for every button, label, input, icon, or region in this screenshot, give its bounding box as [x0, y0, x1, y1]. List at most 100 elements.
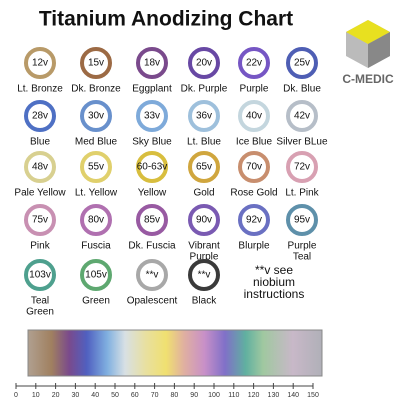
- ring-name: Black: [192, 296, 217, 307]
- ring-name: Lt. Bronze: [17, 84, 63, 95]
- ring-name: Purple: [240, 84, 269, 95]
- logo-text: C-MEDIC: [342, 72, 394, 86]
- voltage: 48v: [32, 162, 48, 173]
- ring: [136, 100, 168, 132]
- ring-name: Purple: [288, 241, 317, 252]
- ring-name: Ice Blue: [236, 137, 273, 148]
- voltage: 40v: [246, 111, 262, 122]
- ring-name: Gold: [193, 188, 214, 199]
- ring-name: Blurple: [238, 241, 270, 252]
- voltage: 30v: [88, 111, 104, 122]
- tick-label: 150: [307, 392, 319, 399]
- ring: [136, 47, 168, 79]
- ring: [24, 259, 56, 291]
- ring-name: Lt. Blue: [187, 137, 221, 148]
- ring: [80, 151, 112, 183]
- ring: [136, 259, 168, 291]
- title: Titanium Anodizing Chart: [39, 8, 293, 31]
- tick-label: 140: [287, 392, 299, 399]
- voltage: 65v: [196, 162, 212, 173]
- ring-name: Dk. Fuscia: [128, 241, 176, 252]
- ring: [238, 47, 270, 79]
- voltage: 72v: [294, 162, 310, 173]
- ring-name: Teal: [293, 252, 311, 263]
- voltage: 12v: [32, 58, 48, 69]
- ring: [80, 204, 112, 236]
- ring: [24, 204, 56, 236]
- ring: [80, 47, 112, 79]
- ring: [238, 204, 270, 236]
- ring-name: Rose Gold: [230, 188, 277, 199]
- ring-name: Eggplant: [132, 84, 172, 95]
- voltage: 90v: [196, 215, 212, 226]
- note: niobium: [253, 275, 295, 289]
- ring: [188, 259, 220, 291]
- note: **v see: [255, 263, 293, 277]
- color-spectrum: [27, 329, 323, 377]
- ring: [188, 100, 220, 132]
- ring: [24, 151, 56, 183]
- tick-label: 0: [14, 392, 18, 399]
- ring-name: Blue: [30, 137, 50, 148]
- ring-name: Opalescent: [127, 296, 178, 307]
- voltage: 85v: [144, 215, 160, 226]
- tick-label: 70: [151, 392, 159, 399]
- voltage: 95v: [294, 215, 310, 226]
- ring-name: Yellow: [138, 188, 167, 199]
- voltage: 103v: [29, 270, 51, 281]
- ring: [136, 204, 168, 236]
- ring: [238, 100, 270, 132]
- ring-name: Green: [26, 307, 54, 318]
- ring: [238, 151, 270, 183]
- tick-label: 50: [111, 392, 119, 399]
- voltage: 105v: [85, 270, 107, 281]
- tick-label: 80: [171, 392, 179, 399]
- voltage: 33v: [144, 111, 160, 122]
- note: instructions: [244, 287, 305, 301]
- ring-name: Fuscia: [81, 241, 111, 252]
- voltage: 80v: [88, 215, 104, 226]
- ring-name: Med Blue: [75, 137, 118, 148]
- tick-label: 10: [32, 392, 40, 399]
- ring-name: Sky Blue: [132, 137, 172, 148]
- ring: [286, 47, 318, 79]
- tick-label: 20: [52, 392, 60, 399]
- voltage: 28v: [32, 111, 48, 122]
- ring: [188, 47, 220, 79]
- voltage: **v: [198, 270, 211, 281]
- tick-label: 90: [190, 392, 198, 399]
- ring: [24, 100, 56, 132]
- ring-name: Teal: [31, 296, 49, 307]
- tick-label: 100: [208, 392, 220, 399]
- tick-label: 60: [131, 392, 139, 399]
- ring: [286, 100, 318, 132]
- ring: [188, 204, 220, 236]
- voltage: 36v: [196, 111, 212, 122]
- tick-label: 130: [268, 392, 280, 399]
- tick-label: 40: [91, 392, 99, 399]
- ring: [188, 151, 220, 183]
- ring-name: Dk. Blue: [283, 84, 321, 95]
- ring-name: Vibrant: [188, 241, 220, 252]
- ring-name: Dk. Bronze: [71, 84, 121, 95]
- ring-name: Pink: [30, 241, 50, 252]
- ring-name: Lt. Pink: [285, 188, 319, 199]
- voltage: 75v: [32, 215, 48, 226]
- voltage: **v: [146, 270, 159, 281]
- tick-label: 120: [248, 392, 260, 399]
- logo-icon: [368, 32, 390, 68]
- ring: [136, 151, 168, 183]
- voltage: 55v: [88, 162, 104, 173]
- voltage: 92v: [246, 215, 262, 226]
- tick-label: 30: [72, 392, 80, 399]
- ring: [24, 47, 56, 79]
- voltage: 25v: [294, 58, 310, 69]
- ring-name: Lt. Yellow: [75, 188, 118, 199]
- logo: C-MEDIC: [342, 20, 394, 86]
- voltage: 22v: [246, 58, 262, 69]
- ring: [80, 259, 112, 291]
- voltage: 20v: [196, 58, 212, 69]
- voltage: 70v: [246, 162, 262, 173]
- ring-name: Pale Yellow: [14, 188, 66, 199]
